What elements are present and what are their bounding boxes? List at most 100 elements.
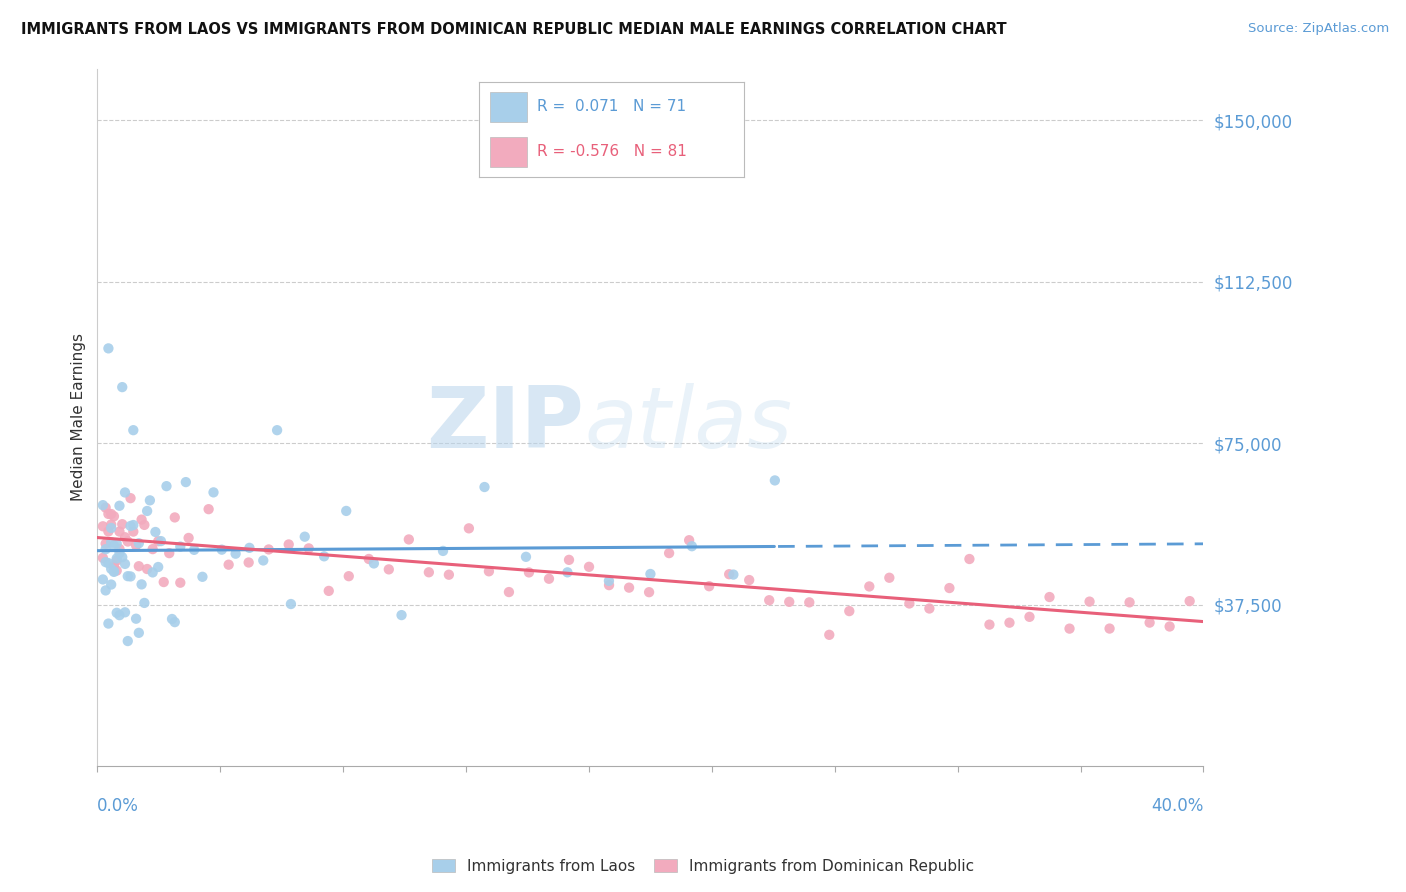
Point bbox=[337, 569, 360, 583]
Point bbox=[457, 521, 479, 535]
Point bbox=[918, 601, 941, 615]
Point bbox=[136, 562, 159, 576]
Point bbox=[105, 553, 128, 567]
Point bbox=[148, 560, 170, 574]
Point bbox=[197, 502, 219, 516]
Point bbox=[91, 550, 114, 565]
Point bbox=[100, 535, 122, 549]
Point bbox=[152, 575, 174, 590]
Point bbox=[778, 595, 800, 609]
Point bbox=[363, 557, 385, 571]
Point bbox=[114, 485, 136, 500]
Point bbox=[131, 512, 153, 526]
Point bbox=[149, 534, 172, 549]
Point bbox=[108, 499, 131, 513]
Text: 40.0%: 40.0% bbox=[1152, 797, 1204, 814]
Point bbox=[97, 342, 120, 356]
Point bbox=[97, 524, 120, 539]
Point bbox=[97, 556, 120, 570]
Point bbox=[314, 549, 336, 564]
Point bbox=[1139, 615, 1161, 630]
Point bbox=[879, 571, 901, 585]
Point bbox=[128, 559, 150, 574]
Point bbox=[277, 537, 299, 551]
Point bbox=[91, 498, 114, 512]
Point bbox=[105, 564, 128, 578]
Point bbox=[120, 519, 142, 533]
Point bbox=[1018, 610, 1040, 624]
Point bbox=[658, 546, 681, 560]
Point bbox=[1118, 595, 1140, 609]
Point bbox=[108, 608, 131, 623]
Point bbox=[125, 538, 148, 552]
Point bbox=[122, 423, 145, 437]
Point bbox=[114, 557, 136, 571]
Point bbox=[103, 509, 125, 524]
Point bbox=[157, 546, 180, 560]
Point bbox=[111, 550, 134, 565]
Point bbox=[1159, 619, 1181, 633]
Point bbox=[335, 504, 357, 518]
Point bbox=[108, 524, 131, 539]
Point bbox=[163, 615, 186, 629]
Point bbox=[211, 542, 233, 557]
Point bbox=[678, 533, 700, 548]
Point bbox=[738, 573, 761, 587]
Point bbox=[1059, 622, 1081, 636]
Point bbox=[391, 608, 413, 623]
Point bbox=[979, 617, 1001, 632]
Point bbox=[280, 597, 302, 611]
Point bbox=[818, 628, 841, 642]
Point bbox=[120, 569, 142, 583]
Point bbox=[117, 569, 139, 583]
Point bbox=[758, 593, 780, 607]
Point bbox=[91, 519, 114, 533]
Point bbox=[617, 581, 640, 595]
Point bbox=[266, 423, 288, 437]
Point bbox=[998, 615, 1021, 630]
Point bbox=[294, 530, 316, 544]
Point bbox=[160, 612, 183, 626]
Point bbox=[108, 541, 131, 556]
Point bbox=[1178, 594, 1201, 608]
Point bbox=[681, 539, 703, 553]
Point bbox=[598, 578, 620, 592]
Point bbox=[163, 510, 186, 524]
Point bbox=[94, 542, 117, 557]
Point bbox=[357, 552, 380, 566]
Point bbox=[398, 533, 420, 547]
Point bbox=[111, 380, 134, 394]
Point bbox=[136, 504, 159, 518]
Point bbox=[640, 566, 662, 581]
Point bbox=[103, 565, 125, 579]
Point bbox=[557, 566, 579, 580]
Point bbox=[103, 539, 125, 553]
Point bbox=[114, 605, 136, 619]
Point bbox=[723, 567, 745, 582]
Point bbox=[378, 562, 401, 576]
Point bbox=[432, 544, 454, 558]
Point bbox=[578, 559, 600, 574]
Point bbox=[94, 555, 117, 569]
Point bbox=[108, 546, 131, 560]
Point bbox=[437, 567, 460, 582]
Point bbox=[697, 579, 720, 593]
Point bbox=[169, 575, 191, 590]
Point bbox=[134, 596, 156, 610]
Point bbox=[142, 542, 165, 557]
Point bbox=[537, 572, 560, 586]
Point bbox=[122, 524, 145, 539]
Point bbox=[100, 507, 122, 521]
Point bbox=[218, 558, 240, 572]
Point bbox=[94, 536, 117, 550]
Point bbox=[134, 517, 156, 532]
Point bbox=[838, 604, 860, 618]
Point bbox=[128, 536, 150, 550]
Point bbox=[148, 534, 170, 549]
Point bbox=[517, 566, 540, 580]
Point bbox=[103, 564, 125, 578]
Text: ZIP: ZIP bbox=[426, 383, 583, 466]
Point bbox=[225, 547, 247, 561]
Point bbox=[91, 573, 114, 587]
Point bbox=[718, 567, 741, 582]
